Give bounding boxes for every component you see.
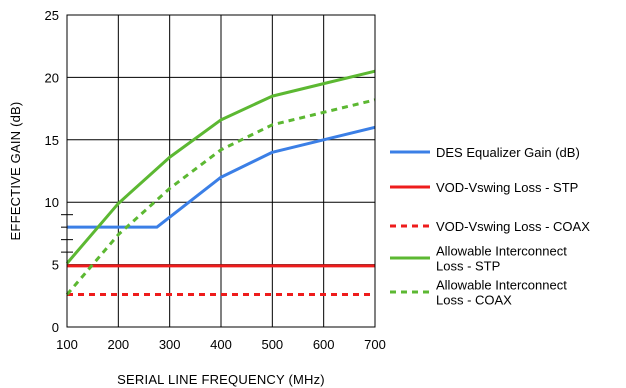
y-tick-label: 10 bbox=[45, 195, 59, 210]
legend-label: VOD-Vswing Loss - COAX bbox=[436, 219, 590, 234]
x-tick-label: 700 bbox=[364, 337, 386, 352]
grid-lines bbox=[66, 14, 376, 328]
series-lines bbox=[65, 69, 376, 297]
x-axis-label: SERIAL LINE FREQUENCY (MHz) bbox=[117, 372, 325, 387]
series-line-allowable-interconnect-loss-coax bbox=[65, 98, 376, 296]
plot-frame bbox=[66, 14, 376, 328]
legend-item-vod-vswing-loss-coax: VOD-Vswing Loss - COAX bbox=[390, 219, 590, 234]
legend-label: VOD-Vswing Loss - STP bbox=[436, 180, 578, 195]
x-tick-label: 100 bbox=[56, 337, 78, 352]
y-tick-labels: 0 5 10 15 20 25 bbox=[45, 8, 59, 335]
y-tick-label: 15 bbox=[45, 133, 59, 148]
legend-label: Allowable Interconnect bbox=[436, 244, 567, 259]
x-tick-label: 200 bbox=[107, 337, 129, 352]
legend: DES Equalizer Gain (dB) VOD-Vswing Loss -… bbox=[390, 145, 590, 308]
y-tick-label: 5 bbox=[52, 258, 59, 273]
series-line-allowable-interconnect-loss-stp bbox=[65, 69, 376, 265]
y-tick-label: 0 bbox=[52, 320, 59, 335]
x-tick-labels: 100 200 300 400 500 600 700 bbox=[56, 337, 386, 352]
y-tick-label: 20 bbox=[45, 70, 59, 85]
x-tick-label: 300 bbox=[159, 337, 181, 352]
legend-item-vod-vswing-loss-stp: VOD-Vswing Loss - STP bbox=[390, 180, 578, 195]
x-tick-label: 400 bbox=[210, 337, 232, 352]
legend-label: Loss - STP bbox=[436, 259, 500, 274]
series-line-des-equalizer-gain-db bbox=[67, 125, 376, 229]
y-axis-label: EFFECTIVE GAIN (dB) bbox=[8, 102, 23, 241]
legend-label: DES Equalizer Gain (dB) bbox=[436, 145, 580, 160]
legend-label: Loss - COAX bbox=[436, 293, 512, 308]
x-tick-label: 500 bbox=[261, 337, 283, 352]
y-tick-label: 25 bbox=[45, 8, 59, 23]
legend-label: Allowable Interconnect bbox=[436, 278, 567, 293]
x-tick-label: 600 bbox=[313, 337, 335, 352]
legend-item-des-equalizer-gain-db: DES Equalizer Gain (dB) bbox=[390, 145, 580, 160]
